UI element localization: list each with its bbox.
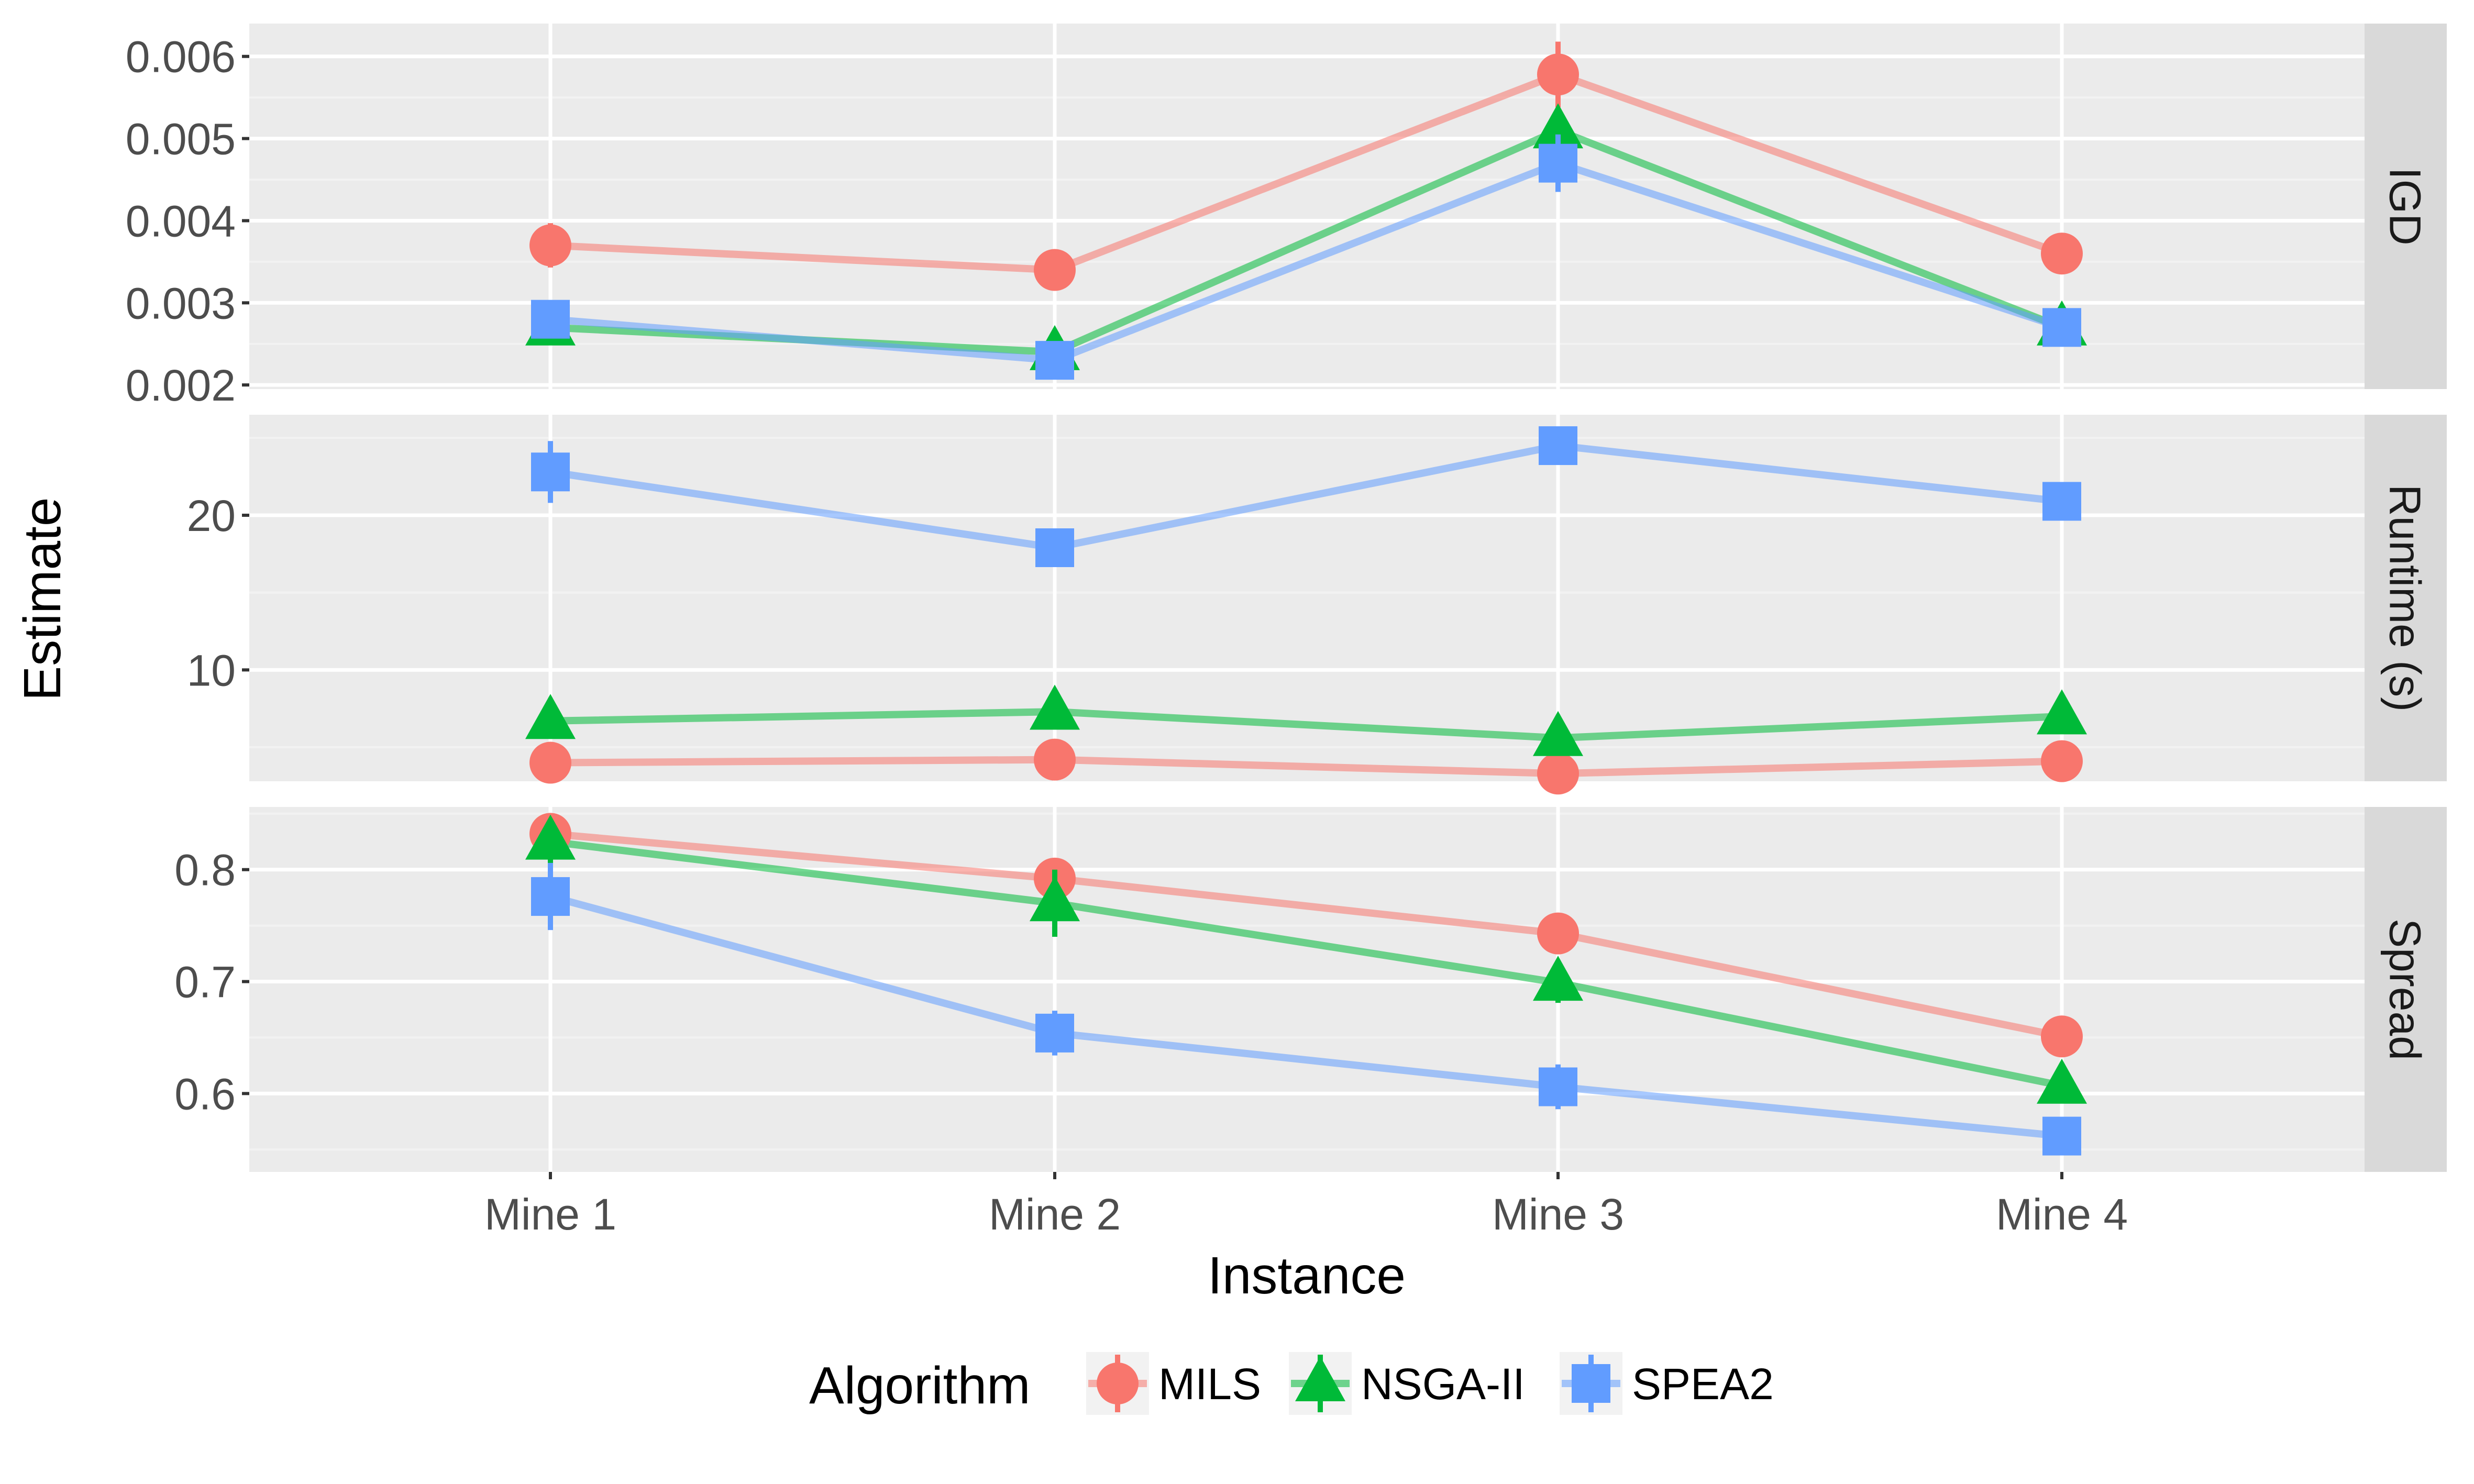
x-tick-label: Mine 4 — [1996, 1190, 2128, 1239]
panel-background — [249, 807, 2365, 1172]
legend-entry-mils: MILS — [1086, 1352, 1261, 1415]
point-mils — [1537, 53, 1579, 96]
point-spea2 — [2042, 1116, 2081, 1156]
legend-label-mils: MILS — [1158, 1359, 1261, 1409]
point-nsga-ii — [1030, 684, 1080, 730]
point-mils — [1034, 738, 1076, 781]
point-spea2 — [1539, 1067, 1577, 1106]
x-tick-label: Mine 2 — [989, 1190, 1121, 1239]
point-mils — [1537, 912, 1579, 955]
point-mils — [529, 224, 571, 267]
point-spea2 — [1035, 1013, 1074, 1053]
point-nsga-ii — [1533, 711, 1583, 756]
legend-label-nsga-ii: NSGA-II — [1361, 1359, 1525, 1409]
point-spea2 — [1035, 341, 1074, 380]
point-mils — [529, 741, 571, 784]
legend-entry-spea2: SPEA2 — [1560, 1352, 1774, 1415]
strip-runtime-s — [2365, 415, 2447, 781]
point-spea2 — [531, 300, 570, 339]
facet-runtime-s: 10 20 Runtime (s) — [187, 415, 2447, 795]
y-tick-label-spread: 0.7 — [174, 958, 236, 1007]
facet-spread: 0.6 0.7 0.8 Spread — [174, 807, 2447, 1172]
strip-label-igd: IGD — [2381, 167, 2430, 245]
legend-key-marker — [1572, 1364, 1610, 1403]
point-spea2 — [1035, 528, 1074, 568]
series-line-nsga-ii — [550, 708, 2062, 742]
series-line-mils — [550, 830, 2063, 1040]
strip-spread — [2365, 807, 2447, 1172]
y-axis-title: Estimate — [13, 497, 72, 701]
series-line-nsga-ii — [550, 838, 2063, 1090]
strip-label-spread: Spread — [2381, 918, 2430, 1060]
point-nsga-ii — [525, 814, 576, 860]
point-mils — [1034, 249, 1076, 291]
x-tick-label: Mine 1 — [484, 1190, 616, 1239]
y-tick-label-spread: 0.8 — [174, 846, 236, 895]
y-tick-label-igd: 0.005 — [126, 115, 236, 164]
legend-title: Algorithm — [809, 1356, 1030, 1415]
point-spea2 — [1539, 426, 1577, 466]
series-line-spea2 — [549, 442, 2062, 552]
legend-key-marker — [1295, 1356, 1345, 1401]
point-nsga-ii — [2037, 1058, 2087, 1104]
legend-label-spea2: SPEA2 — [1632, 1359, 1774, 1409]
point-nsga-ii — [1030, 876, 1080, 922]
x-axis-title: Instance — [1208, 1246, 1406, 1305]
y-tick-label-spread: 0.6 — [174, 1069, 236, 1118]
point-nsga-ii — [1533, 103, 1583, 149]
y-tick-label-igd: 0.006 — [126, 32, 236, 82]
point-mils — [2041, 232, 2083, 275]
y-tick-label-runtime-s: 20 — [187, 491, 236, 540]
strip-igd — [2365, 24, 2447, 389]
y-tick-label-igd: 0.004 — [126, 196, 236, 246]
facet-panels: 0.002 0.003 0.004 0.005 0.006 IGD 10 20 Runtime … — [126, 24, 2447, 1239]
series-line-spea2 — [549, 893, 2062, 1140]
point-mils — [2041, 740, 2083, 782]
point-mils — [2041, 1015, 2083, 1058]
legend: Algorithm MILS NSGA-II SPEA2 — [809, 1352, 1774, 1415]
legend-entry-nsga-ii: NSGA-II — [1289, 1352, 1525, 1415]
strip-label-runtime-s: Runtime (s) — [2381, 484, 2430, 712]
point-spea2 — [2042, 482, 2081, 521]
x-tick-label: Mine 3 — [1492, 1190, 1624, 1239]
point-mils — [1537, 752, 1579, 795]
point-spea2 — [531, 877, 570, 916]
series-line-spea2 — [550, 159, 2063, 364]
point-spea2 — [1539, 143, 1577, 183]
point-nsga-ii — [2037, 689, 2087, 735]
point-nsga-ii — [1533, 956, 1583, 1001]
series-line-mils — [550, 71, 2063, 274]
y-tick-label-igd: 0.003 — [126, 279, 236, 328]
point-spea2 — [2042, 308, 2081, 347]
point-nsga-ii — [525, 694, 576, 739]
point-spea2 — [531, 452, 570, 492]
legend-key-marker — [1097, 1363, 1139, 1404]
y-tick-label-runtime-s: 10 — [187, 646, 236, 695]
y-tick-label-igd: 0.002 — [126, 361, 236, 410]
facet-igd: 0.002 0.003 0.004 0.005 0.006 IGD — [126, 24, 2447, 410]
series-line-mils — [550, 756, 2062, 778]
